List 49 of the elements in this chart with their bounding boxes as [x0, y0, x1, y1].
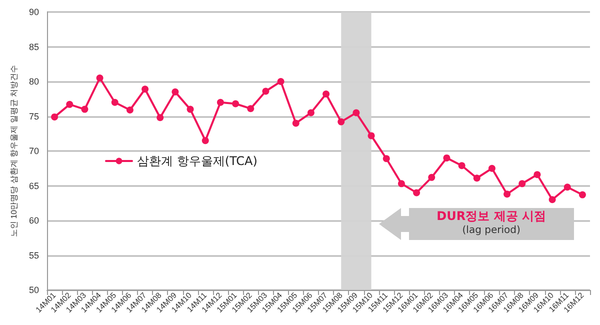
y-tick-label: 75: [28, 111, 39, 122]
point: [126, 106, 134, 114]
y-tick-label: 80: [28, 76, 39, 86]
point: [488, 164, 496, 172]
point: [534, 171, 541, 178]
point: [368, 132, 375, 140]
point: [216, 98, 224, 106]
point: [247, 105, 254, 112]
y-tick-label: 65: [28, 180, 39, 191]
point: [232, 100, 240, 108]
point: [352, 109, 360, 116]
point: [398, 180, 405, 188]
y-tick-label: 70: [28, 146, 39, 156]
point: [292, 120, 300, 127]
y-tick-label: 85: [28, 42, 39, 52]
point: [277, 78, 284, 85]
point: [81, 106, 88, 113]
legend-label: 삼환계 항우울제(TCA): [137, 154, 258, 168]
annotation: DUR정보 제공 시점: [436, 208, 547, 225]
y-tick-label: 90: [28, 7, 39, 17]
point: [338, 118, 345, 126]
y-tick-label: 55: [28, 250, 39, 260]
point: [186, 106, 194, 113]
point: [262, 88, 270, 95]
point: [322, 90, 330, 98]
point: [307, 109, 314, 116]
point: [548, 196, 556, 204]
point: [51, 113, 58, 120]
point: [518, 180, 526, 188]
y-tick-label: 50: [28, 285, 39, 295]
y-tick-label: 60: [28, 216, 39, 226]
point: [66, 100, 74, 108]
point: [473, 174, 480, 182]
point: [142, 86, 149, 93]
point: [428, 174, 436, 181]
point: [458, 162, 466, 170]
point: [96, 74, 104, 82]
point: [564, 184, 571, 191]
point: [172, 88, 179, 96]
point: [156, 114, 164, 122]
point: [578, 191, 586, 198]
y-axis-title: 노인 10만명당 삼환계 항우울제 일평균 처방건수: [10, 64, 19, 238]
point: [111, 98, 118, 106]
point: [443, 154, 450, 162]
point: [202, 137, 209, 144]
annotation: (lag period): [461, 225, 522, 236]
point: [504, 190, 511, 198]
point: [413, 189, 420, 196]
point: [382, 155, 390, 162]
